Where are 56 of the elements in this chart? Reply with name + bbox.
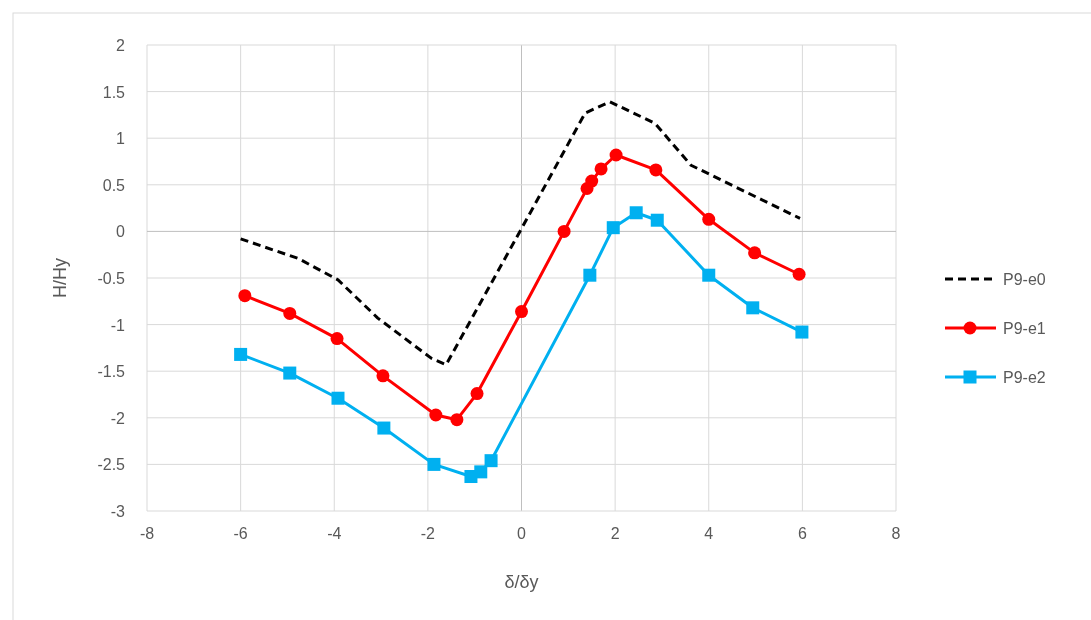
legend-label: P9-e2 — [1003, 369, 1046, 386]
point — [377, 421, 391, 435]
y-tick-label: -2 — [110, 409, 126, 427]
point — [283, 306, 297, 320]
y-axis-title: H/Hy — [50, 258, 70, 298]
point — [234, 347, 248, 361]
point — [450, 413, 464, 427]
legend-label: P9-e1 — [1003, 320, 1046, 337]
point — [650, 213, 664, 227]
line-series — [239, 100, 802, 367]
point — [484, 454, 498, 468]
point — [649, 163, 663, 177]
y-tick-label: 1 — [116, 130, 126, 148]
y-tick-label: -3 — [110, 503, 126, 520]
x-tick-label: 2 — [610, 525, 620, 542]
y-tick-label: 2 — [116, 37, 126, 54]
x-tick-label: 4 — [704, 525, 714, 542]
x-axis-title: δ/δy — [504, 572, 539, 592]
x-tick-label: -4 — [327, 525, 342, 542]
point — [746, 301, 760, 315]
point — [330, 332, 344, 346]
y-tick-label: 0 — [116, 223, 126, 241]
point — [376, 369, 390, 383]
point — [429, 408, 443, 422]
point — [594, 162, 608, 176]
y-tick-label: 0.5 — [102, 176, 126, 194]
y-tick-label: -2.5 — [97, 456, 126, 474]
point — [427, 457, 441, 471]
x-tick-label: -2 — [420, 525, 436, 542]
y-tick-label: -0.5 — [97, 270, 126, 287]
point — [470, 387, 484, 401]
x-tick-label: 8 — [891, 525, 901, 542]
point — [331, 391, 345, 405]
point — [748, 246, 762, 260]
point — [585, 174, 599, 188]
x-tick-label: 0 — [517, 525, 527, 542]
point — [606, 221, 620, 235]
y-tick-label: -1.5 — [97, 363, 126, 381]
y-tick-label: -1 — [110, 316, 126, 334]
point — [238, 289, 252, 303]
point — [702, 212, 716, 226]
point — [583, 268, 597, 282]
point — [283, 366, 297, 380]
point — [557, 224, 571, 238]
point — [515, 305, 528, 319]
point — [702, 268, 716, 282]
point — [474, 465, 488, 479]
y-tick-label: 1.5 — [102, 83, 126, 101]
point — [629, 206, 643, 220]
x-tick-label: -6 — [233, 525, 248, 542]
point — [609, 148, 623, 162]
x-tick-label: -8 — [139, 525, 155, 542]
legend-label: P9-e0 — [1003, 271, 1046, 288]
x-tick-label: 6 — [797, 525, 807, 542]
point — [795, 325, 809, 339]
point — [792, 267, 806, 281]
